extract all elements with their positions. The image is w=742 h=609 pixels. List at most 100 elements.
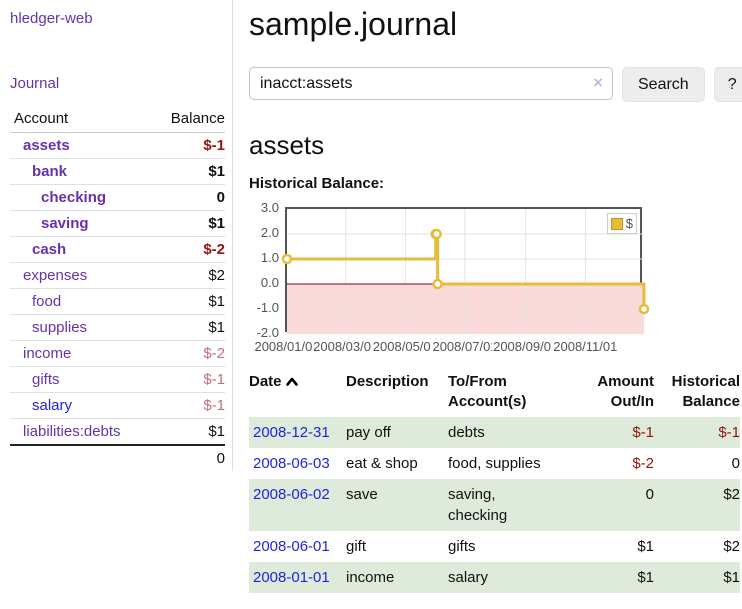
account-link-cash[interactable]: cash xyxy=(32,241,67,258)
account-link-assets[interactable]: assets xyxy=(23,137,70,154)
transaction-description: save xyxy=(346,485,378,503)
account-balance: $-1 xyxy=(150,366,225,393)
y-tick-label: 1.0 xyxy=(260,250,279,265)
x-tick-label: 2008/01/01 xyxy=(253,339,321,354)
account-row: food $1 xyxy=(10,288,225,315)
account-link-gifts[interactable]: gifts xyxy=(32,371,60,388)
transaction-tofrom: debts xyxy=(448,423,485,441)
chart-y-axis: 3.0 2.0 1.0 0.0 -1.0 -2.0 xyxy=(249,201,279,339)
account-link-income[interactable]: income xyxy=(23,345,72,362)
accounts-header-account: Account xyxy=(10,107,151,133)
account-row: salary $-1 xyxy=(10,392,225,419)
account-balance: $-2 xyxy=(150,236,225,263)
account-balance: 0 xyxy=(150,184,225,211)
register-row[interactable]: 2008-06-03 eat & shop food, supplies $-2… xyxy=(249,448,740,479)
transaction-description: income xyxy=(346,568,395,586)
transaction-tofrom: salary xyxy=(448,568,489,586)
account-row: checking 0 xyxy=(10,184,225,211)
register-row[interactable]: 2008-01-01 income salary $1 $1 xyxy=(249,561,740,593)
y-tick-label: -1.0 xyxy=(256,300,279,315)
legend-swatch-icon xyxy=(610,217,623,230)
account-row: liabilities:debts $1 xyxy=(10,418,225,446)
register-header-date[interactable]: Date xyxy=(249,370,346,417)
register-header-tofrom: To/From Account(s) xyxy=(448,373,527,411)
sidebar-item-journal[interactable]: Journal xyxy=(10,75,60,92)
transaction-balance: $2 xyxy=(723,537,740,555)
register-row[interactable]: 2008-06-01 gift gifts $1 $2 xyxy=(249,531,740,562)
transaction-date-link[interactable]: 2008-06-03 xyxy=(253,454,330,472)
register-header-row: Date Description To/From Account(s) Amou… xyxy=(249,370,740,417)
x-tick-label: 2008/03/01 xyxy=(312,339,380,354)
transaction-tofrom: food, supplies xyxy=(448,454,541,472)
chart-title: Historical Balance: xyxy=(249,175,385,192)
clear-search-icon[interactable]: × xyxy=(593,73,603,92)
sidebar: hledger-web Journal Account Balance asse… xyxy=(0,0,233,471)
account-link-salary[interactable]: salary xyxy=(32,397,73,414)
search-help-button[interactable]: ? xyxy=(713,67,742,102)
transaction-amount: 0 xyxy=(645,485,654,503)
transaction-tofrom: gifts xyxy=(448,537,476,555)
account-balance: $-2 xyxy=(150,340,225,367)
chart-legend: $ xyxy=(606,213,637,234)
account-balance: $1 xyxy=(150,210,225,237)
search-button[interactable]: Search xyxy=(622,67,705,102)
transaction-description: pay off xyxy=(346,423,391,441)
transaction-date-link[interactable]: 2008-06-01 xyxy=(253,537,330,555)
register-header-balance: Historical Balance xyxy=(671,373,740,411)
register-row[interactable]: 2008-06-02 save saving, checking 0 $2 xyxy=(249,478,740,531)
y-tick-label: 0.0 xyxy=(260,275,279,290)
transaction-date-link[interactable]: 2008-06-02 xyxy=(253,485,330,503)
main-content: sample.journal × Search ? assets Histori… xyxy=(233,0,742,609)
accounts-total: 0 xyxy=(150,444,225,471)
account-link-saving[interactable]: saving xyxy=(41,215,89,232)
account-row: supplies $1 xyxy=(10,314,225,341)
x-tick-label: 2008/07/01 xyxy=(431,339,499,354)
transaction-amount: $1 xyxy=(637,537,654,555)
transaction-balance: 0 xyxy=(731,454,740,472)
transaction-amount: $1 xyxy=(637,568,654,586)
account-balance: $1 xyxy=(150,288,225,315)
accounts-total-row: 0 xyxy=(10,444,225,471)
search-input[interactable] xyxy=(249,67,613,100)
transaction-amount: $-1 xyxy=(632,423,654,441)
transaction-balance: $-1 xyxy=(718,423,740,441)
account-row: assets $-1 xyxy=(10,132,225,159)
account-row: expenses $2 xyxy=(10,262,225,289)
register-table: Date Description To/From Account(s) Amou… xyxy=(249,370,740,593)
search-form: × Search ? xyxy=(249,67,742,102)
account-row: gifts $-1 xyxy=(10,366,225,393)
chart-plot xyxy=(281,209,650,334)
y-tick-label: 3.0 xyxy=(260,200,279,215)
account-link-supplies[interactable]: supplies xyxy=(32,319,88,336)
account-row: bank $1 xyxy=(10,158,225,185)
account-link-bank[interactable]: bank xyxy=(32,163,68,180)
y-tick-label: -2.0 xyxy=(256,325,279,340)
chart-plot-area: $ xyxy=(281,207,650,334)
account-link-checking[interactable]: checking xyxy=(41,189,107,206)
register-header-amount: Amount Out/In xyxy=(597,373,654,411)
account-balance: $2 xyxy=(150,262,225,289)
account-link-expenses[interactable]: expenses xyxy=(23,267,88,284)
transaction-description: gift xyxy=(346,537,367,555)
transaction-date-link[interactable]: 2008-12-31 xyxy=(253,423,330,441)
transaction-date-link[interactable]: 2008-01-01 xyxy=(253,568,330,586)
x-tick-label: 2008/09/01 xyxy=(492,339,560,354)
accounts-header-balance: Balance xyxy=(150,107,225,133)
x-tick-label: 2008/11/01 xyxy=(552,339,619,354)
account-balance: $1 xyxy=(150,158,225,185)
page-title: sample.journal xyxy=(249,6,458,42)
account-row: saving $1 xyxy=(10,210,225,237)
legend-label: $ xyxy=(625,216,633,231)
account-link-liabilities-debts[interactable]: liabilities:debts xyxy=(23,423,121,440)
account-row: income $-2 xyxy=(10,340,225,367)
accounts-balance-table: Account Balance assets $-1 bank $1 check… xyxy=(10,107,225,471)
transaction-description: eat & shop xyxy=(346,454,418,472)
app-title-link[interactable]: hledger-web xyxy=(10,10,93,27)
account-heading: assets xyxy=(249,130,325,160)
transaction-amount: $-2 xyxy=(632,454,654,472)
register-row[interactable]: 2008-12-31 pay off debts $-1 $-1 xyxy=(249,416,740,448)
x-tick-label: 2008/05/01 xyxy=(371,339,439,354)
account-link-food[interactable]: food xyxy=(32,293,62,310)
y-tick-label: 2.0 xyxy=(260,225,279,240)
